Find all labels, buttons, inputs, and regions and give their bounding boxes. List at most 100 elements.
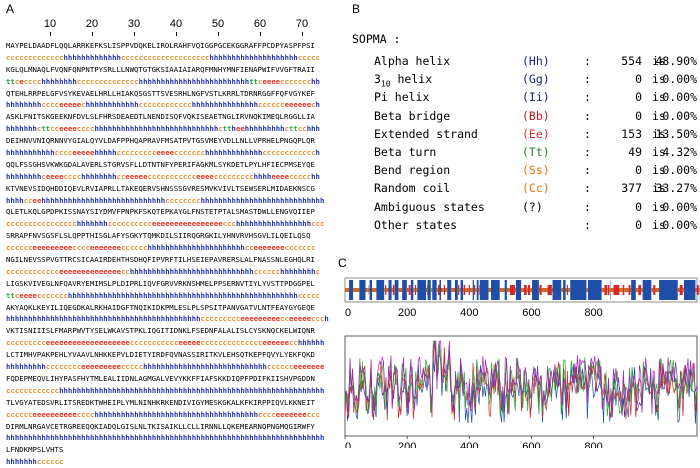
sequence-line: LFNDKMPSLVHTS <box>6 444 340 456</box>
structure-segment <box>539 288 540 292</box>
state-colon: : <box>584 216 591 234</box>
state-colon: : <box>584 198 591 216</box>
structure-segment <box>655 288 659 292</box>
state-count: 0 <box>635 161 642 179</box>
structure-segment <box>641 288 643 292</box>
profile-tick-label: 800 <box>584 441 602 448</box>
state-percent: 0.00% <box>662 107 697 125</box>
state-code: (Tt) <box>522 143 550 161</box>
sequence-line: SRRAPFNVSGSFLSLQPPTHISGLAFYSGKYTQMKDILSI… <box>6 230 340 242</box>
state-colon: : <box>584 125 591 143</box>
structure-line: hhhhhhhhcccceeeeechhhhhhhhhhhhcccccccccc… <box>6 99 340 111</box>
structure-segment <box>684 280 695 300</box>
structure-segment <box>439 280 441 300</box>
structure-segment <box>629 285 631 295</box>
ruler-label: 60 <box>254 18 266 30</box>
state-count: 0 <box>635 107 642 125</box>
state-percent: 4.32% <box>662 143 697 161</box>
ruler-tick <box>302 32 303 36</box>
structure-segment <box>695 288 696 292</box>
structure-segment <box>527 288 528 292</box>
sequence-line: LIGSKVIVEGLNFQAVRYEMIMSLPLDIPRLIQVFGRVVR… <box>6 278 340 290</box>
structure-segment <box>548 285 552 295</box>
structure-segment <box>638 285 641 295</box>
structure-segment <box>553 280 562 300</box>
structure-line: cccccccccccceeeeeeeeeeeeeecchhhhhhhhhhhh… <box>6 266 340 278</box>
state-name: Extended strand <box>374 125 478 143</box>
structure-segment <box>475 288 477 292</box>
structure-segment <box>345 288 349 292</box>
structure-segment <box>586 288 588 292</box>
profile-tick-label: 600 <box>522 441 540 448</box>
structure-line: cccccccccccccccchhhhhhhcccccccccceeeeeee… <box>6 218 340 230</box>
structure-segment <box>477 280 479 300</box>
state-name: Random coil <box>374 179 450 197</box>
structure-segment <box>464 285 466 295</box>
sequence-line: KGLQLMNAQLFVQNFQNPNTPYSRLLLNWQTGTGKSIAAI… <box>6 64 340 76</box>
structure-segment <box>530 288 532 292</box>
sopma-header: SOPMA : <box>352 30 400 48</box>
sequence-line: AKYAQKLKEYILIQEGDKALRKHAIDGFTNQIKIDKPMLE… <box>6 302 340 314</box>
structure-segment <box>604 285 607 295</box>
structure-segment <box>349 280 353 300</box>
sequence-line: NGILNEVSSPVGTTRCSICAAIRDEHTHSDHQFIPVRFTI… <box>6 254 340 266</box>
structure-line: hhhhhhhhhhhcccceeeeehhhhhccccccccceeeecc… <box>6 147 340 159</box>
structure-segment <box>608 285 610 295</box>
state-count: 49 <box>628 143 642 161</box>
bar-tick-label: 800 <box>584 307 602 319</box>
structure-segment <box>552 288 553 292</box>
structure-segment <box>680 285 683 295</box>
state-percent: 13.50% <box>655 125 697 143</box>
ruler-label: 40 <box>170 18 182 30</box>
state-colon: : <box>584 143 591 161</box>
structure-segment <box>636 288 638 292</box>
state-count: 0 <box>635 198 642 216</box>
sequence-line: VKTISNIIISLFMARPWVTYSELWKAVSTPKLIQGITIDN… <box>6 325 340 337</box>
structure-line: cccccceeeeeeeeeecccchhhhhhhhhhhhhhhhhhhh… <box>6 409 340 421</box>
structure-segment <box>461 280 463 300</box>
structure-segment <box>395 280 399 300</box>
structure-line: hhhhhhhhhhhhhhhhhhhhhhhhhhhhhhhhhhhhhhhh… <box>6 432 340 444</box>
state-name: Alpha helix <box>374 52 450 70</box>
structure-segment <box>480 280 489 300</box>
ruler-tick <box>260 32 261 36</box>
structure-segment <box>463 288 464 292</box>
structure-line: ttceeeeccccccchhhhhhhhhhhhhhhhhhhhhhhhhh… <box>6 290 340 302</box>
ruler-tick <box>176 32 177 36</box>
structure-segment <box>602 288 605 292</box>
structure-segment <box>697 285 699 295</box>
structure-segment <box>437 288 438 292</box>
structure-segment <box>386 288 388 292</box>
state-colon: : <box>584 52 591 70</box>
ruler-label: 70 <box>296 18 308 30</box>
structure-segment <box>368 288 369 292</box>
structure-segment <box>524 285 527 295</box>
profile-tick-label: 0 <box>345 441 351 448</box>
state-count: 0 <box>635 88 642 106</box>
state-count: 0 <box>635 216 642 234</box>
structure-line: hhhhhhhcttcceeeecccchhhhhhhhhhhhhhhhhhhh… <box>6 123 340 135</box>
ruler-tick <box>218 32 219 36</box>
structure-segment <box>521 288 524 292</box>
state-code: (Bb) <box>522 107 550 125</box>
sequence-line: ASKLFNITSKGEEKNFDVLSLFHRSDEAEDTLNENDISQF… <box>6 111 340 123</box>
structure-segment <box>643 280 652 300</box>
structure-segment <box>631 288 632 292</box>
sequence-line: LCTIMHVPAKPEHLYVAAVLNHKKEPVLDIETYIRDFQVN… <box>6 349 340 361</box>
sequence-line: DIRMLNRGAVCETRGREEQQKIADQLGISLNLTKISAIKL… <box>6 421 340 433</box>
structure-segment <box>611 288 614 292</box>
sequence-line: QLETLKQLGPDPKISSNAYSIYDMVFPNPKFSKQTEPKAY… <box>6 206 340 218</box>
structure-segment <box>489 288 491 292</box>
structure-segment <box>417 280 426 300</box>
structure-segment <box>407 288 409 292</box>
state-count: 554 <box>621 52 642 70</box>
structure-segment <box>393 285 395 295</box>
structure-segment <box>367 288 368 292</box>
profile-tick-label: 400 <box>460 441 478 448</box>
structure-segment <box>469 285 470 295</box>
